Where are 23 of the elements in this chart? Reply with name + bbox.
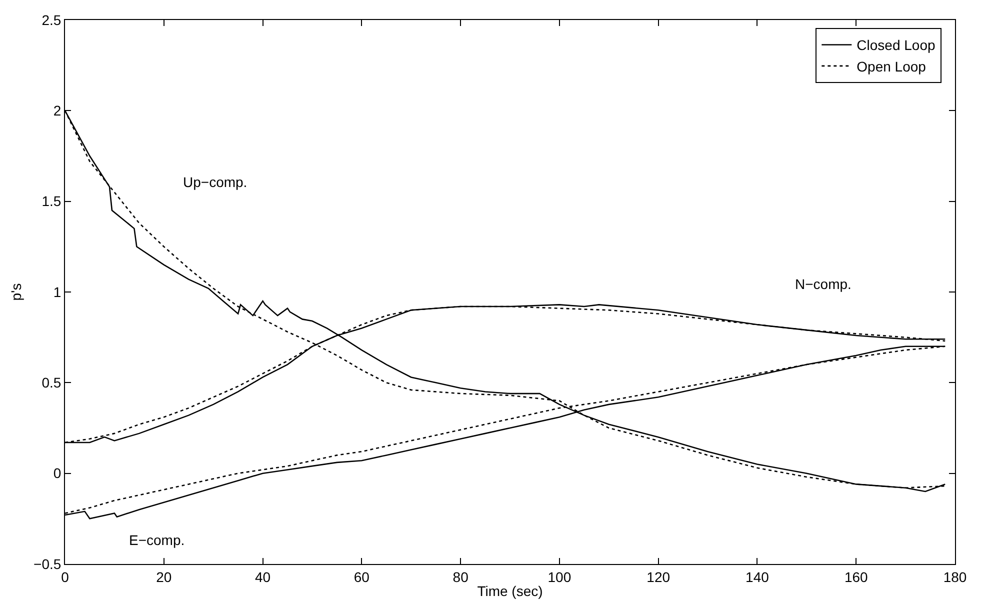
x-tick-label: 180 [943, 568, 967, 585]
y-tick-label: 0 [53, 465, 62, 482]
y-tick-label: 1.5 [42, 193, 62, 210]
x-tick-label: 140 [746, 568, 770, 585]
legend-label: Open Loop [856, 58, 926, 74]
y-tick-label: 2.5 [42, 12, 62, 28]
x-axis-title: Time (sec) [477, 583, 543, 600]
x-tick-label: 20 [156, 568, 172, 585]
y-tick-label: 1 [53, 284, 62, 300]
y-tick-label: 2 [53, 102, 62, 119]
annotation: N−comp. [795, 276, 852, 292]
annotation: E−comp. [129, 532, 185, 548]
y-tick-label: 0.5 [42, 374, 62, 391]
x-tick-label: 60 [354, 568, 370, 585]
y-tick-label: −0.5 [34, 556, 62, 572]
x-tick-label: 40 [254, 568, 271, 585]
x-tick-label: 160 [844, 568, 868, 585]
x-tick-label: 100 [548, 568, 572, 585]
annotation: Up−comp. [183, 174, 248, 190]
x-tick-label: 80 [452, 568, 469, 585]
legend-label: Closed Loop [856, 37, 936, 54]
x-tick-label: 120 [646, 568, 670, 585]
y-axis-title: p's [8, 283, 24, 301]
